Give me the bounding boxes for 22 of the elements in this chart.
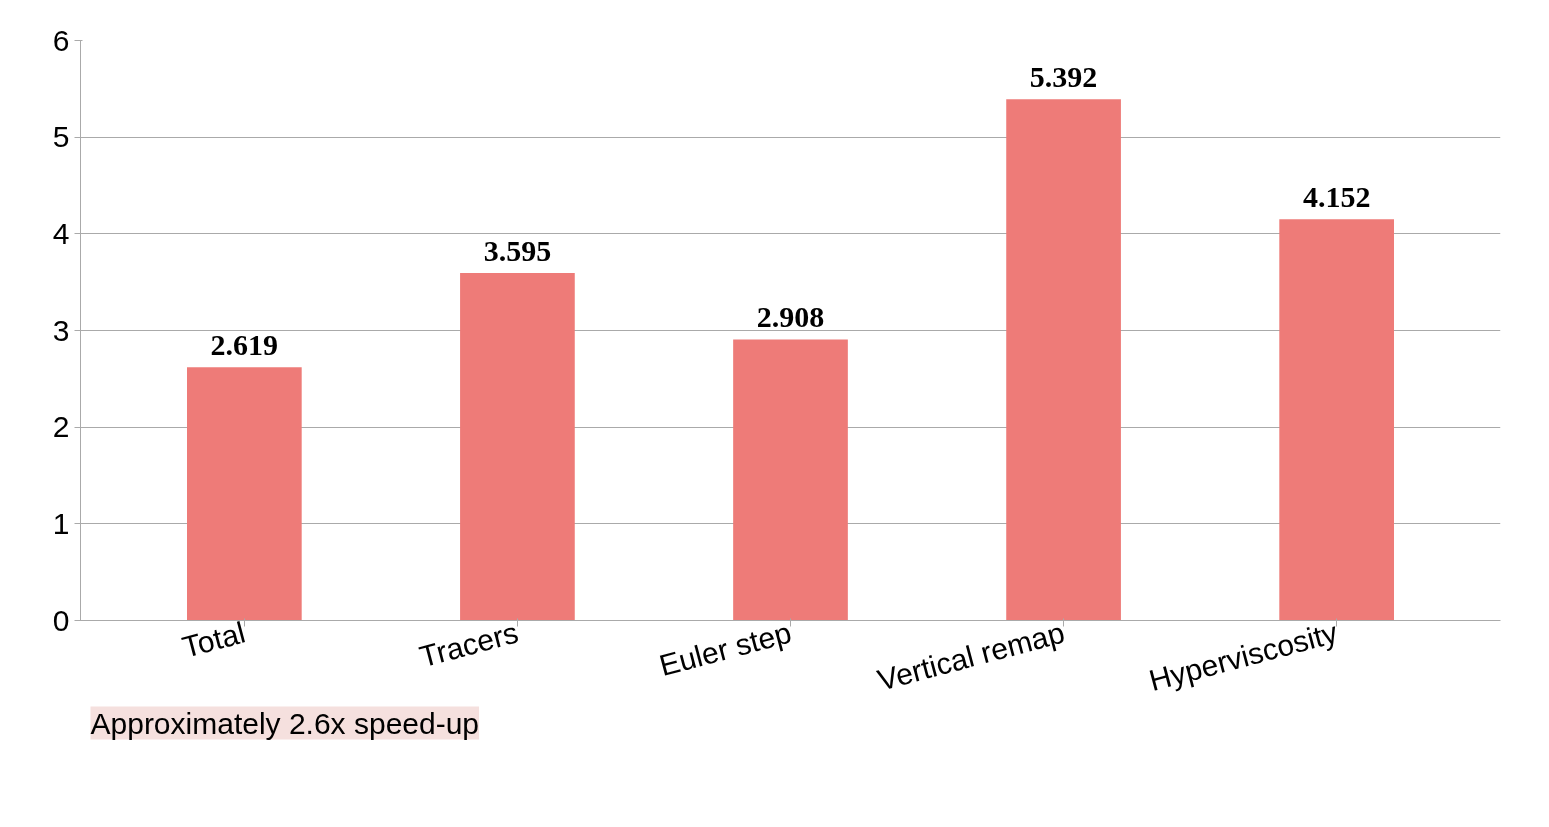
data-label: 2.619	[210, 328, 279, 362]
y-tick-label: 2	[52, 410, 70, 444]
y-tick-label: 6	[52, 23, 70, 57]
x-tick-label: Tracers	[416, 615, 522, 674]
x-tick-label: Euler step	[655, 615, 795, 683]
data-label: 3.595	[483, 233, 552, 267]
data-label: 4.152	[1302, 180, 1371, 214]
text: Approximately 2.6x speed-up	[90, 706, 480, 740]
x-tick-label: Vertical remap	[874, 615, 1068, 697]
bar	[1006, 99, 1121, 621]
y-tick-label: 0	[52, 603, 70, 637]
data-label: 2.908	[756, 300, 825, 334]
bar	[1279, 219, 1394, 621]
bar	[187, 367, 302, 621]
y-tick-label: 3	[52, 313, 70, 347]
x-tick-label: Total	[178, 615, 249, 664]
y-tick-label: 5	[52, 120, 70, 154]
data-label: 5.392	[1029, 60, 1098, 94]
y-tick-label: 4	[52, 216, 70, 250]
bar	[733, 339, 848, 621]
y-tick-label: 1	[52, 506, 70, 540]
bar	[460, 272, 575, 621]
